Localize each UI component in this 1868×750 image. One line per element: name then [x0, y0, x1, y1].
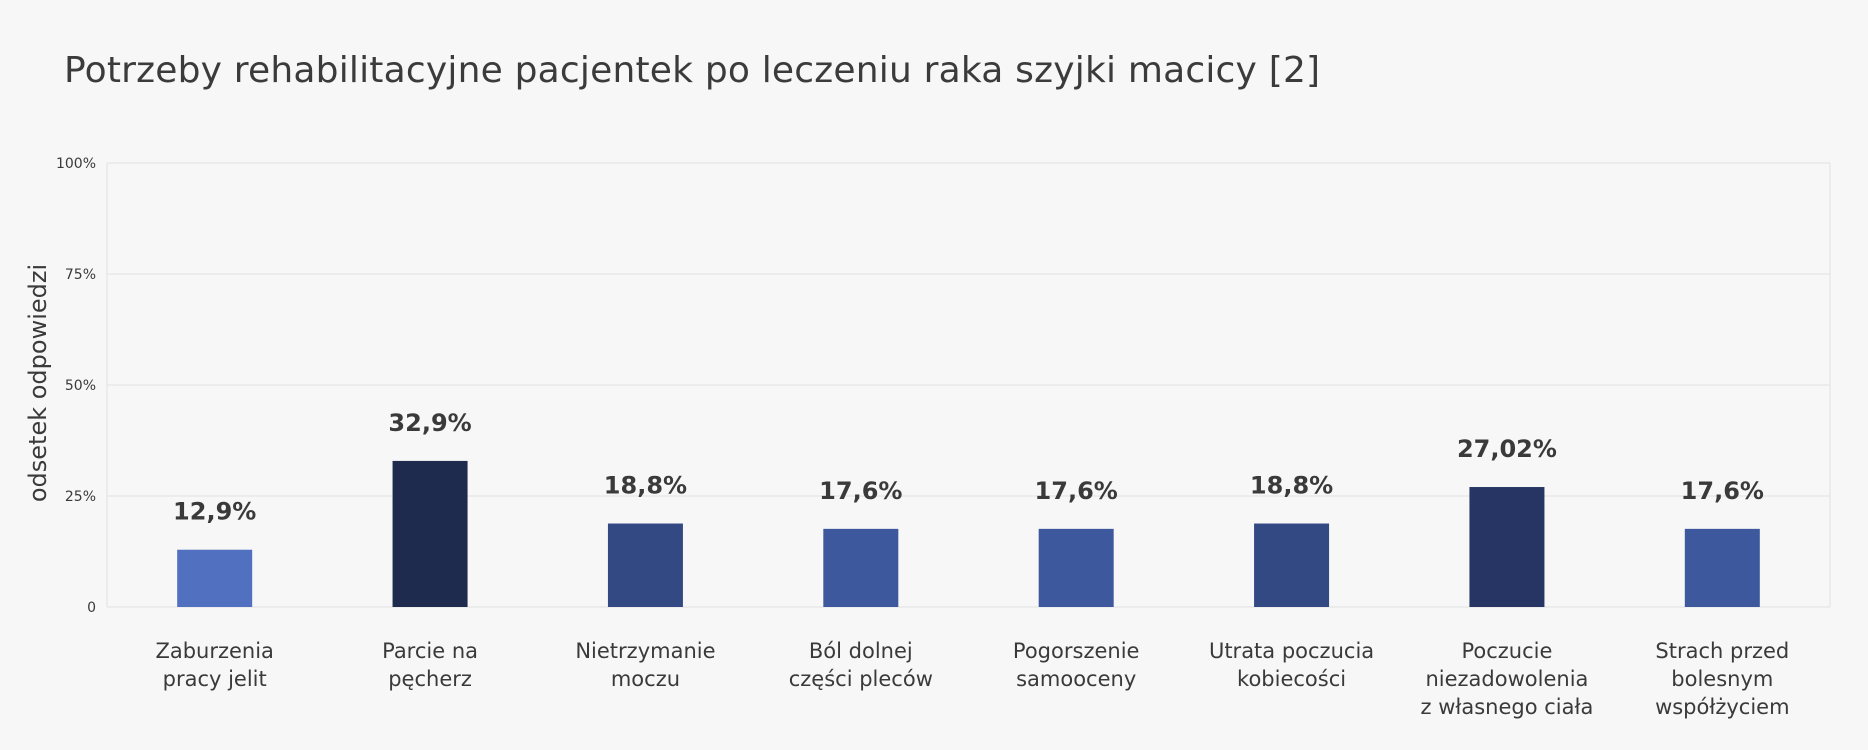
x-tick-label-line: pracy jelit: [163, 667, 267, 691]
y-tick-label: 0: [87, 600, 96, 616]
y-axis-label: odsetek odpowiedzi: [24, 264, 52, 502]
x-tick-label: Poczucie niezadowolenia z własnego ciała: [1421, 639, 1594, 719]
bar: [177, 549, 253, 607]
data-label: 32,9%: [388, 409, 471, 437]
data-label: 12,9%: [173, 498, 256, 526]
bar: [823, 528, 899, 607]
x-tick-label-line: niezadowolenia: [1425, 667, 1588, 691]
x-tick-label-line: samooceny: [1016, 667, 1136, 691]
x-tick-label-line: Utrata poczucia: [1209, 639, 1374, 663]
data-label: 17,6%: [819, 477, 902, 505]
value-labels: 12,9% 32,9% 18,8% 17,6% 17,6% 18,8% 27,02% 17,6…: [173, 409, 1764, 526]
x-tick-label-line: Pogorszenie: [1013, 639, 1140, 663]
x-tick-label-line: Zaburzenia: [155, 639, 273, 663]
data-label: 27,02%: [1457, 435, 1557, 463]
y-axis: 0 25% 50% 75% 100%: [56, 156, 96, 616]
y-tick-label: 100%: [56, 156, 96, 172]
data-label: 17,6%: [1681, 477, 1764, 505]
x-tick-label-line: części pleców: [789, 667, 933, 691]
x-tick-label-line: Parcie na: [382, 639, 478, 663]
x-tick-label-line: Poczucie: [1461, 639, 1552, 663]
x-tick-label: Utrata poczucia kobiecości: [1209, 639, 1374, 691]
y-tick-label: 75%: [65, 267, 96, 283]
x-axis-categories: Zaburzenia pracy jelit Parcie na pęcherz Nie…: [155, 639, 1789, 719]
x-tick-label: Ból dolnej części pleców: [789, 639, 933, 691]
data-label: 18,8%: [604, 472, 687, 500]
x-tick-label: Pogorszenie samooceny: [1013, 639, 1140, 691]
bar: [607, 523, 683, 607]
data-label: 18,8%: [1250, 472, 1333, 500]
x-tick-label-line: Nietrzymanie: [575, 639, 715, 663]
y-tick-label: 25%: [65, 489, 96, 505]
x-tick-label-line: bolesnym: [1671, 667, 1773, 691]
bars: [177, 460, 1760, 607]
y-tick-label: 50%: [65, 378, 96, 394]
x-tick-label-line: pęcherz: [388, 667, 472, 691]
x-tick-label: Strach przed bolesnym współżyciem: [1655, 639, 1789, 719]
x-tick-label: Zaburzenia pracy jelit: [155, 639, 273, 691]
x-tick-label: Nietrzymanie moczu: [575, 639, 715, 691]
bar: [392, 460, 468, 607]
x-tick-label: Parcie na pęcherz: [382, 639, 478, 691]
chart-title: Potrzeby rehabilitacyjne pacjentek po le…: [64, 50, 1321, 91]
x-tick-label-line: Ból dolnej: [809, 639, 913, 663]
gridlines: [106, 162, 1831, 608]
x-tick-label-line: z własnego ciała: [1421, 695, 1594, 719]
bar: [1469, 487, 1545, 607]
x-tick-label-line: kobiecości: [1237, 667, 1346, 691]
data-label: 17,6%: [1035, 477, 1118, 505]
x-tick-label-line: Strach przed: [1655, 639, 1789, 663]
x-tick-label-line: współżyciem: [1655, 695, 1789, 719]
bar: [1254, 523, 1330, 607]
bar: [1038, 528, 1114, 607]
bar: [1684, 528, 1760, 607]
x-tick-label-line: moczu: [611, 667, 680, 691]
